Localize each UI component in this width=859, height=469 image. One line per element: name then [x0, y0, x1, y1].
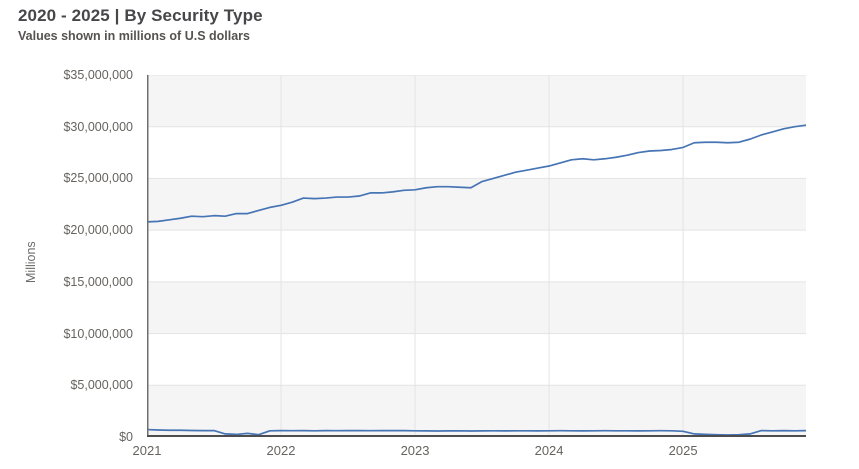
- plot-band: [147, 126, 806, 179]
- series-1-upper-line: [147, 124, 806, 223]
- y-tick-label: $0: [119, 430, 133, 444]
- chart-title: 2020 - 2025 | By Security Type: [18, 6, 263, 25]
- series-2-lower-line: [147, 428, 806, 436]
- y-tick-label: $5,000,000: [70, 378, 133, 393]
- y-tick-label: $10,000,000: [63, 326, 133, 341]
- x-tick-label: 2023: [400, 443, 430, 458]
- plot-band: [147, 178, 806, 231]
- plot-band: [147, 281, 806, 334]
- x-tick-label: 2024: [534, 443, 564, 458]
- plot-band: [147, 230, 806, 282]
- y-tick-label: $35,000,000: [63, 68, 133, 82]
- y-tick-label: $25,000,000: [63, 171, 133, 186]
- chart-subtitle: Values shown in millions of U.S dollars: [18, 29, 250, 43]
- x-tick-label: 2021: [132, 443, 162, 458]
- x-tick-label: 2025: [668, 443, 698, 458]
- y-tick-label: $20,000,000: [63, 223, 133, 238]
- plot-band: [147, 75, 806, 127]
- x-tick-label: 2022: [266, 443, 296, 458]
- y-tick-label: $15,000,000: [63, 274, 133, 289]
- y-tick-label: $30,000,000: [63, 119, 133, 134]
- plot-band: [147, 333, 806, 386]
- plot-band: [147, 385, 806, 437]
- chart-svg: [147, 75, 806, 437]
